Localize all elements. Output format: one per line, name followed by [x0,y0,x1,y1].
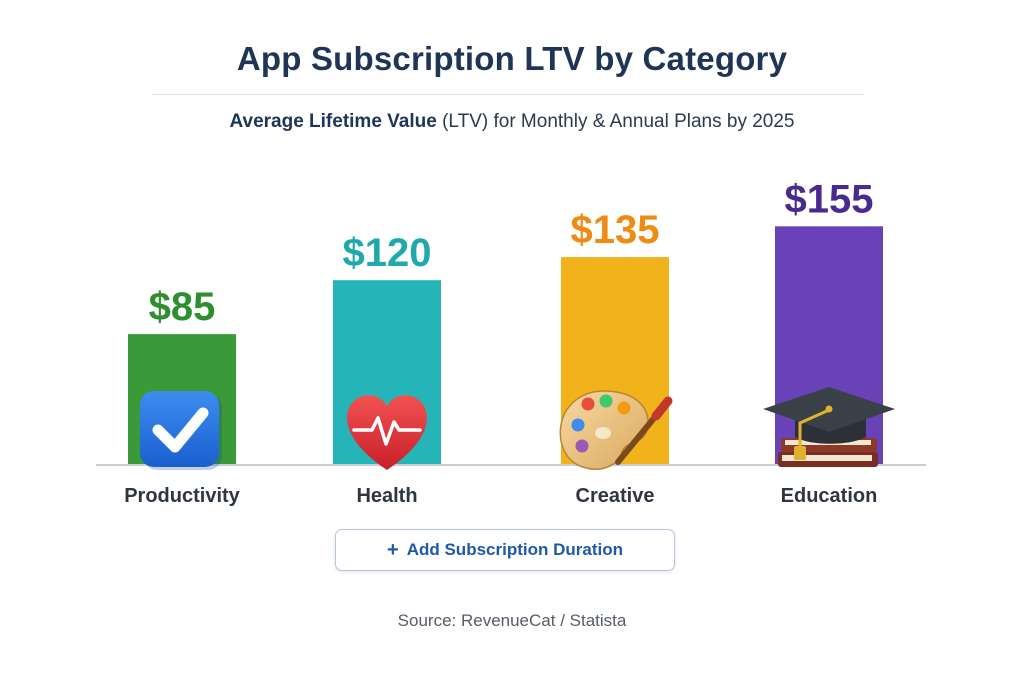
category-label-productivity: Productivity [124,485,240,507]
chart-subtitle: Average Lifetime Value (LTV) for Monthly… [0,111,1024,133]
add-subscription-duration-label: Add Subscription Duration [406,540,623,559]
subtitle-rest: (LTV) for Monthly & Annual Plans by 2025 [436,111,795,132]
heart-pulse-icon [347,395,427,470]
graduation-cap-icon [763,387,895,467]
subtitle-strong: Average Lifetime Value [229,111,437,132]
palette-icon [559,390,673,470]
bars-layer [128,226,883,465]
source-note: Source: RevenueCat / Statista [397,611,627,630]
category-label-health: Health [356,485,417,507]
plus-icon: + [387,539,399,561]
labels-layer: $85 Productivity $120 Health $135 Creative $15… [124,177,877,507]
value-label-productivity: $85 [149,285,216,329]
category-label-creative: Creative [576,485,655,507]
value-label-education: $155 [785,177,874,221]
title-divider [152,94,864,95]
category-label-education: Education [781,485,878,507]
checkmark-icon [140,391,222,470]
value-label-health: $120 [343,231,432,275]
icons-layer [140,387,895,470]
chart-title: App Subscription LTV by Category [236,40,788,77]
value-label-creative: $135 [571,208,660,252]
add-subscription-duration-button[interactable]: + Add Subscription Duration [335,529,675,571]
